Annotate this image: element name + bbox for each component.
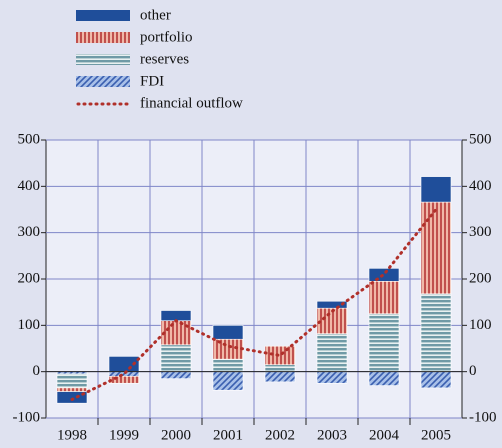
bar-segment <box>160 371 192 379</box>
legend-swatch <box>76 76 130 87</box>
bar-segment <box>160 320 192 346</box>
bar-segment <box>56 387 88 392</box>
y-tick-label: 200 <box>18 270 41 286</box>
legend-swatch <box>76 10 130 21</box>
bar-segment <box>212 325 244 340</box>
bar-segment <box>212 358 244 372</box>
legend-label: other <box>140 7 171 23</box>
y-tick-label: 100 <box>18 317 41 333</box>
y2-tick-label: 400 <box>469 178 492 194</box>
bar-segment <box>368 268 400 282</box>
bar-segment <box>108 375 140 384</box>
bar-segment <box>420 293 452 372</box>
legend-swatch <box>76 54 130 65</box>
bar-segment <box>420 201 452 295</box>
bar-segment <box>368 371 400 386</box>
x-tick-label: 2001 <box>213 427 243 443</box>
bar-segment <box>316 307 348 334</box>
bar-segment <box>316 333 348 372</box>
y2-tick-label: 200 <box>469 270 492 286</box>
y-tick-label: 300 <box>18 224 41 240</box>
y2-tick-label: 0 <box>469 363 477 379</box>
bar-segment <box>420 371 452 389</box>
bar-segment <box>264 364 296 372</box>
bar-segment <box>56 373 88 389</box>
legend-swatch <box>76 32 130 43</box>
bar-segment <box>56 391 88 404</box>
legend-label: reserves <box>140 51 189 67</box>
bar-segment <box>264 345 296 366</box>
legend-label: FDI <box>140 73 164 89</box>
bar-segment <box>368 313 400 372</box>
bar-segment <box>420 176 452 203</box>
y-tick-label: 0 <box>33 363 41 379</box>
y2-tick-label: 300 <box>469 224 492 240</box>
bar-segment <box>316 371 348 384</box>
x-tick-label: 2000 <box>161 427 191 443</box>
x-tick-label: 2002 <box>265 427 295 443</box>
bar-segment <box>368 281 400 315</box>
x-tick-label: 2003 <box>317 427 347 443</box>
y-tick-label: 400 <box>18 178 41 194</box>
bar-segment <box>264 371 296 383</box>
legend-label: portfolio <box>140 29 193 45</box>
y2-tick-label: 100 <box>469 317 492 333</box>
bar-segment <box>212 371 244 391</box>
y-tick-label: 500 <box>18 131 41 147</box>
y-tick-label: -100 <box>13 409 41 425</box>
x-tick-label: 1998 <box>57 427 87 443</box>
x-tick-label: 2004 <box>369 427 400 443</box>
bar-segment <box>160 344 192 372</box>
bar-segment <box>316 300 348 309</box>
legend-label: financial outflow <box>140 95 243 111</box>
x-tick-label: 1999 <box>109 427 139 443</box>
outflow-line <box>70 208 438 401</box>
x-tick-label: 2005 <box>421 427 451 443</box>
y2-tick-label: -100 <box>469 409 497 425</box>
y2-tick-label: 500 <box>469 131 492 147</box>
